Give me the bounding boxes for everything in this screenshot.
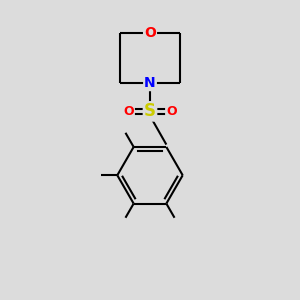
Text: O: O [123, 105, 134, 118]
Text: N: N [144, 76, 156, 90]
Text: O: O [166, 105, 177, 118]
Text: O: O [144, 26, 156, 40]
Text: S: S [144, 102, 156, 120]
